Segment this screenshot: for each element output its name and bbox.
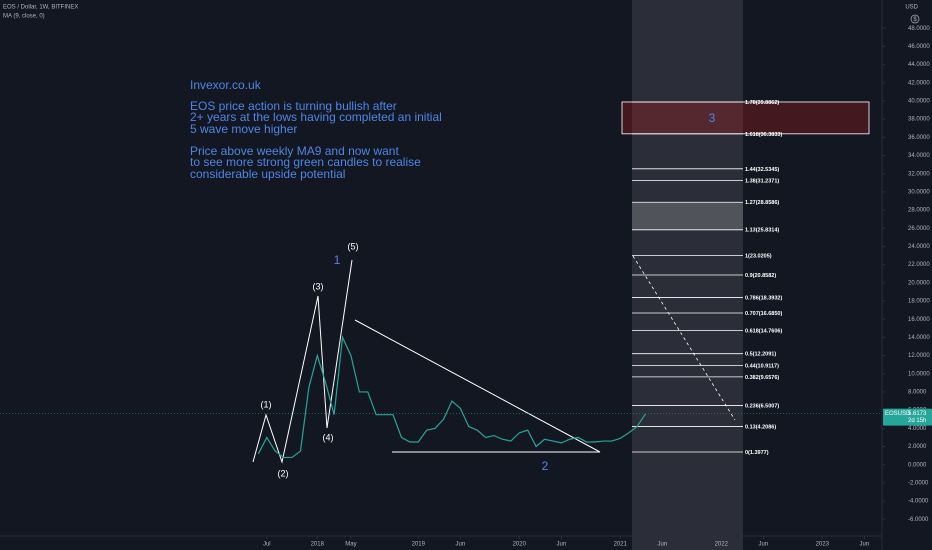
y-tick-label: -6.0000 [908,517,929,523]
y-tick-label: 34.0000 [908,153,930,159]
fib-label: 0.44(10.9117) [745,363,779,369]
fib-label: 0.707(16.6850) [745,311,782,317]
fib-label: 0.618(14.7606) [745,328,782,334]
y-tick-label: 24.0000 [908,244,930,250]
note-line: Invexor.co.uk [190,78,262,92]
y-tick-label: 4.0000 [908,426,927,432]
fib-label: 1(23.0205) [745,253,772,259]
currency-icon[interactable] [910,14,920,24]
zone-box [632,202,743,230]
y-tick-label: 40.0000 [908,99,930,105]
fib-label: 1.38(31.2371) [745,179,779,185]
fib-label: 0.382(9.6576) [745,375,779,381]
x-tick-label: 2019 [412,542,426,548]
x-tick-label: 2021 [614,542,628,548]
x-tick-label: Jun [557,542,567,548]
y-tick-label: 2.0000 [908,444,927,450]
y-tick-label: 36.0000 [908,135,930,141]
y-tick-label: 16.0000 [908,317,930,323]
wave-label: (5) [348,241,359,251]
x-tick-label: Jul [263,542,271,548]
x-tick-label: 2018 [311,542,325,548]
y-tick-label: 12.0000 [908,353,930,359]
y-tick-label: 42.0000 [908,80,930,86]
wave-label: 3 [709,111,716,125]
note-line: Price above weekly MA9 and now want [190,144,399,158]
wave-label: 1 [334,253,341,267]
currency: USD [905,5,918,11]
fib-label: 1.13(25.8314) [745,228,779,234]
y-tick-label: 30.0000 [908,189,930,195]
last-price-box [883,408,932,426]
wave-label: 2 [542,459,549,473]
note-line: EOS price action is turning bullish afte… [190,99,397,113]
x-tick-label: May [345,542,356,548]
wave-label: (4) [323,432,334,442]
fib-label: 1.27(28.8586) [745,200,779,206]
y-tick-label: 44.0000 [908,62,930,68]
y-tick-label: 48.0000 [908,26,930,32]
price-line [257,335,647,459]
y-tick-label: 22.0000 [908,262,930,268]
fib-label: 1.44(32.5345) [745,167,779,173]
y-tick-label: 32.0000 [908,171,930,177]
fib-label: 0.9(20.8582) [745,273,776,279]
indicator-name: MA (9, close, 0) [3,14,45,20]
y-tick-label: 8.0000 [908,390,927,396]
y-tick-label: 10.0000 [908,371,930,377]
fib-label: 1.618(36.3833) [745,132,782,138]
x-tick-label: 2022 [715,542,729,548]
y-tick-label: 38.0000 [908,117,930,123]
fib-label: 1.78(39.8862) [745,100,779,106]
y-tick-label: 26.0000 [908,226,930,232]
last-price-value: 5.6173 [908,411,927,417]
y-tick-label: 18.0000 [908,299,930,305]
x-tick-label: Jun [859,542,869,548]
y-tick-label: 46.0000 [908,44,930,50]
fib-label: 0.13(4.2086) [745,424,776,430]
wave-label: (2) [278,468,289,478]
note: Invexor.co.uk EOS price action is turnin… [190,78,442,181]
fib-label: 0.786(18.3932) [745,295,782,301]
fib-label: 0.5(12.2091) [745,352,776,358]
countdown: 2d 15h [908,418,926,424]
wave-label: (1) [261,399,272,409]
y-tick-label: -4.0000 [908,499,929,505]
fib-label: 0(1.3977) [745,450,769,456]
x-tick-label: Jun [456,542,466,548]
fib-label: 0.236(6.5007) [745,404,779,410]
y-tick-label: -2.0000 [908,480,929,486]
y-tick-label: 0.0000 [908,462,927,468]
chart-title: EOS / Dollar, 1W, BITFINEX [3,5,78,11]
y-tick-label: 28.0000 [908,208,930,214]
x-tick-label: Jun [758,542,768,548]
note-line: 5 wave move higher [190,122,297,136]
note-line: to see more strong green candles to real… [190,155,421,169]
wave-label: (3) [313,281,324,291]
last-price-symbol: EOSUSD [885,411,911,417]
note-line: 2+ years at the lows having completed an… [190,110,442,124]
currency-icon-text: $ [913,17,917,23]
wave-lines [252,259,353,464]
trend-line [354,319,601,453]
x-tick-label: 2020 [513,542,527,548]
note-line: considerable upside potential [190,167,345,181]
projection-line [632,255,736,421]
x-tick-label: Jun [657,542,667,548]
x-tick-label: 2023 [816,542,830,548]
y-tick-label: 14.0000 [908,335,930,341]
target-box [621,101,870,135]
y-tick-label: 20.0000 [908,280,930,286]
